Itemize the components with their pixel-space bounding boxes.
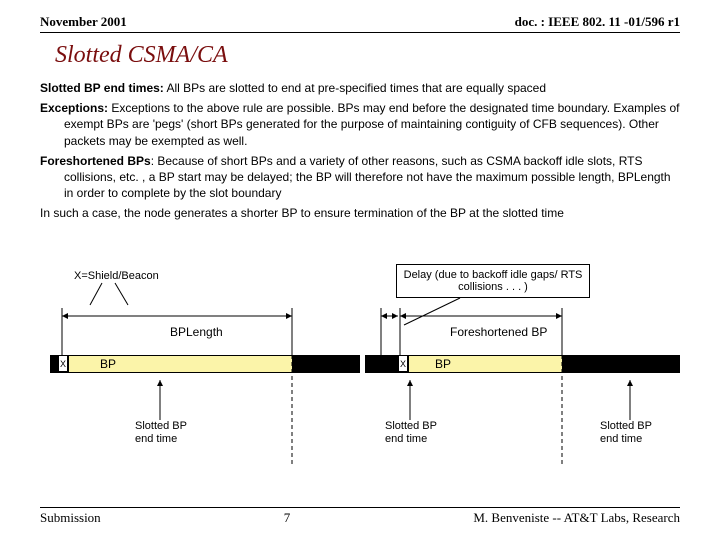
slot-label-3: Slotted BP end time bbox=[600, 420, 652, 445]
header: November 2001 doc. : IEEE 802. 11 -01/59… bbox=[40, 14, 680, 33]
header-doc: doc. : IEEE 802. 11 -01/596 r1 bbox=[515, 14, 680, 30]
p1-label: Slotted BP end times: bbox=[40, 81, 164, 95]
diagram-svg bbox=[40, 270, 680, 480]
footer-left: Submission bbox=[40, 510, 101, 526]
p1-text: All BPs are slotted to end at pre-specif… bbox=[164, 81, 546, 95]
p3b: In such a case, the node generates a sho… bbox=[40, 205, 680, 221]
footer-num: 7 bbox=[284, 510, 291, 526]
slot-label-2: Slotted BP end time bbox=[385, 420, 437, 445]
p3-text: : Because of short BPs and a variety of … bbox=[64, 154, 671, 200]
p2-label: Exceptions: bbox=[40, 101, 108, 115]
diagram: X=Shield/Beacon Delay (due to backoff id… bbox=[40, 270, 680, 500]
body-text: Slotted BP end times: All BPs are slotte… bbox=[40, 80, 680, 226]
page-title: Slotted CSMA/CA bbox=[55, 42, 228, 69]
footer: Submission 7 M. Benveniste -- AT&T Labs,… bbox=[40, 507, 680, 526]
footer-right: M. Benveniste -- AT&T Labs, Research bbox=[473, 510, 680, 526]
slot-label-1: Slotted BP end time bbox=[135, 420, 187, 445]
header-date: November 2001 bbox=[40, 14, 127, 30]
p2-text: Exceptions to the above rule are possibl… bbox=[64, 101, 679, 147]
p3-label: Foreshortened BPs bbox=[40, 154, 151, 168]
